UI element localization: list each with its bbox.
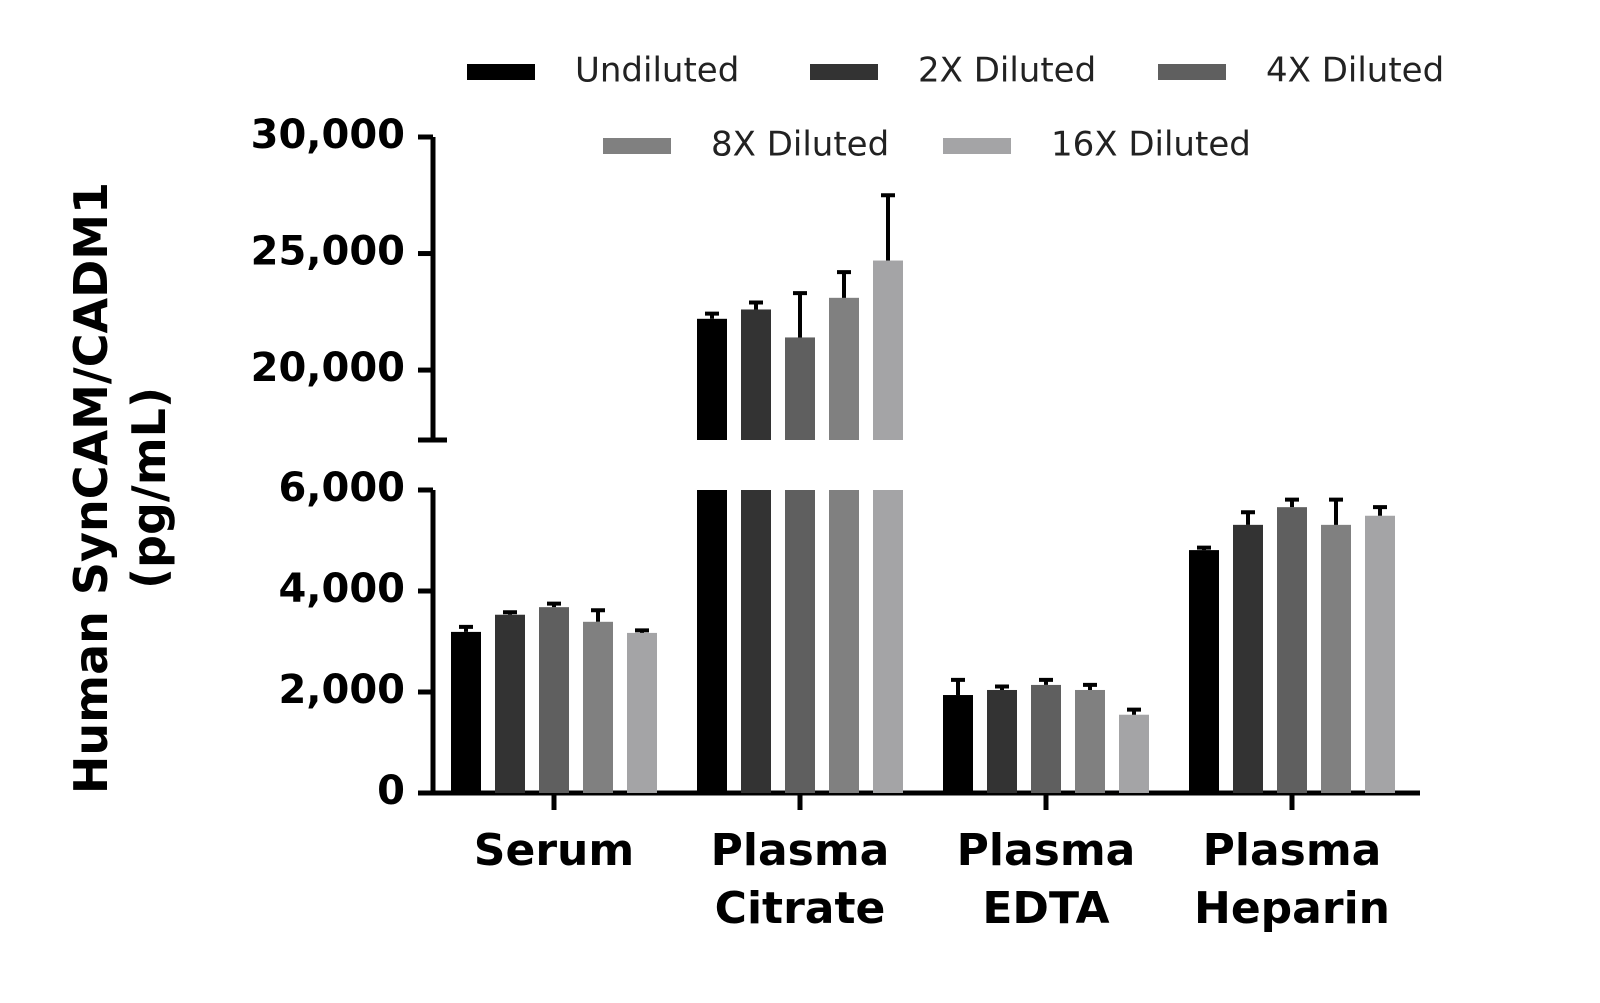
y-tick-label: 2,000 bbox=[278, 667, 405, 713]
y-tick-label: 25,000 bbox=[251, 229, 405, 275]
bar-lower bbox=[829, 490, 859, 793]
bar-upper bbox=[741, 309, 771, 440]
legend-label: 16X Diluted bbox=[1051, 125, 1251, 165]
y-tick-label: 6,000 bbox=[278, 465, 405, 511]
bar bbox=[1321, 524, 1351, 793]
bar bbox=[539, 607, 569, 793]
bar-upper bbox=[785, 337, 815, 440]
legend-label: 4X Diluted bbox=[1266, 51, 1444, 91]
x-tick-label: Plasma Heparin bbox=[1194, 825, 1390, 934]
error-bar bbox=[547, 601, 561, 608]
error-bar bbox=[1373, 505, 1387, 516]
error-bar bbox=[1197, 545, 1211, 551]
error-bar bbox=[1083, 682, 1097, 690]
bar bbox=[583, 621, 613, 793]
bar-lower bbox=[741, 490, 771, 793]
y-tick-label: 4,000 bbox=[278, 566, 405, 612]
legend-label: 2X Diluted bbox=[918, 51, 1096, 91]
bar bbox=[1189, 550, 1219, 793]
bar bbox=[1365, 515, 1395, 793]
error-bar bbox=[995, 684, 1009, 690]
legend-label: 8X Diluted bbox=[711, 125, 889, 165]
bar-lower bbox=[873, 490, 903, 793]
legend-swatch bbox=[467, 64, 535, 80]
x-tick-label: Plasma EDTA bbox=[956, 825, 1136, 934]
bar-upper bbox=[873, 260, 903, 440]
bar bbox=[1075, 689, 1105, 793]
bar bbox=[1277, 507, 1307, 793]
bar bbox=[627, 632, 657, 793]
legend-swatch bbox=[1158, 64, 1226, 80]
error-bar bbox=[1241, 510, 1255, 525]
error-bar bbox=[1285, 497, 1299, 508]
bar bbox=[1031, 684, 1061, 793]
bar bbox=[943, 695, 973, 793]
bar bbox=[987, 689, 1017, 793]
bar-upper bbox=[829, 297, 859, 440]
legend-swatch bbox=[603, 138, 671, 154]
error-bar bbox=[793, 291, 807, 338]
error-bar bbox=[1039, 677, 1053, 685]
error-bar bbox=[1127, 707, 1141, 715]
error-bar bbox=[837, 270, 851, 298]
x-tick-label: Plasma Citrate bbox=[710, 825, 890, 934]
bar bbox=[495, 614, 525, 793]
legend-label: Undiluted bbox=[575, 51, 739, 91]
error-bar bbox=[635, 628, 649, 633]
bar bbox=[1233, 524, 1263, 793]
error-bar bbox=[951, 677, 965, 696]
legend-swatch bbox=[810, 64, 878, 80]
bar bbox=[451, 631, 481, 793]
error-bar bbox=[1329, 497, 1343, 525]
error-bar bbox=[749, 300, 763, 310]
x-tick-label: Serum bbox=[473, 825, 635, 876]
bar-lower bbox=[785, 490, 815, 793]
bar bbox=[1119, 714, 1149, 793]
bar-lower bbox=[697, 490, 727, 793]
bar-upper bbox=[697, 318, 727, 440]
y-tick-label: 0 bbox=[377, 768, 405, 814]
y-tick-label: 30,000 bbox=[251, 112, 405, 158]
error-bar bbox=[459, 624, 473, 632]
error-bar bbox=[503, 610, 517, 615]
y-tick-label: 20,000 bbox=[251, 345, 405, 391]
legend-swatch bbox=[943, 138, 1011, 154]
error-bar bbox=[881, 193, 895, 261]
error-bar bbox=[591, 608, 605, 622]
error-bar bbox=[705, 311, 719, 319]
y-axis-title: Human SynCAM/CADM1 (pg/mL) bbox=[64, 181, 176, 795]
